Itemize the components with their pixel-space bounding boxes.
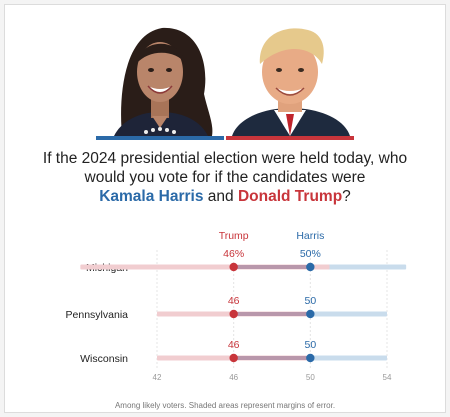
harris-value-label-wisconsin: 50 bbox=[304, 339, 316, 351]
x-tick-label-42: 42 bbox=[153, 373, 162, 382]
state-label-wisconsin: Wisconsin bbox=[80, 353, 128, 365]
trump-portrait bbox=[226, 20, 354, 136]
trump-value-label-michigan: 46% bbox=[223, 248, 244, 260]
question-conjunction: and bbox=[207, 188, 234, 205]
trump-color-bar bbox=[226, 136, 354, 140]
trump-dot-wisconsin bbox=[229, 353, 238, 363]
harris-legend-label: Harris bbox=[296, 230, 324, 242]
harris-name: Kamala Harris bbox=[99, 188, 204, 205]
question-line-3: Kamala Harris and Donald Trump? bbox=[20, 187, 430, 206]
x-tick-label-54: 54 bbox=[383, 373, 392, 382]
harris-value-label-pennsylvania: 50 bbox=[304, 295, 316, 307]
gap-connector-wisconsin bbox=[233, 356, 311, 360]
trump-value-label-pennsylvania: 46 bbox=[228, 295, 240, 307]
trump-dot-pennsylvania bbox=[229, 309, 238, 319]
trump-dot-michigan bbox=[229, 262, 238, 272]
harris-color-bar bbox=[96, 136, 224, 140]
harris-portrait bbox=[96, 20, 224, 136]
state-label-pennsylvania: Pennsylvania bbox=[66, 309, 129, 321]
footnote: Among likely voters. Shaded areas repres… bbox=[114, 401, 336, 410]
gap-connector-pennsylvania bbox=[233, 312, 311, 316]
harris-dot-pennsylvania bbox=[306, 309, 315, 319]
question-line-2: would you vote for if the candidates wer… bbox=[84, 169, 366, 186]
harris-dot-wisconsin bbox=[306, 353, 315, 363]
trump-value-label-wisconsin: 46 bbox=[228, 339, 240, 351]
trump-name: Donald Trump bbox=[237, 188, 343, 205]
x-tick-label-46: 46 bbox=[229, 373, 238, 382]
survey-question: If the 2024 presidential election were h… bbox=[20, 149, 430, 206]
harris-dot-michigan bbox=[306, 262, 315, 272]
gap-connector-michigan bbox=[233, 265, 311, 269]
x-tick-label-50: 50 bbox=[306, 373, 315, 382]
graphic-frame bbox=[4, 4, 446, 413]
trump-legend-label: Trump bbox=[219, 230, 249, 242]
harris-value-label-michigan: 50% bbox=[300, 248, 321, 260]
poll-chart: 42465054TrumpHarrisMichigan46%50%Pennsyl… bbox=[66, 230, 407, 382]
question-mark: ? bbox=[342, 188, 351, 205]
question-line-1: If the 2024 presidential election were h… bbox=[42, 150, 408, 167]
